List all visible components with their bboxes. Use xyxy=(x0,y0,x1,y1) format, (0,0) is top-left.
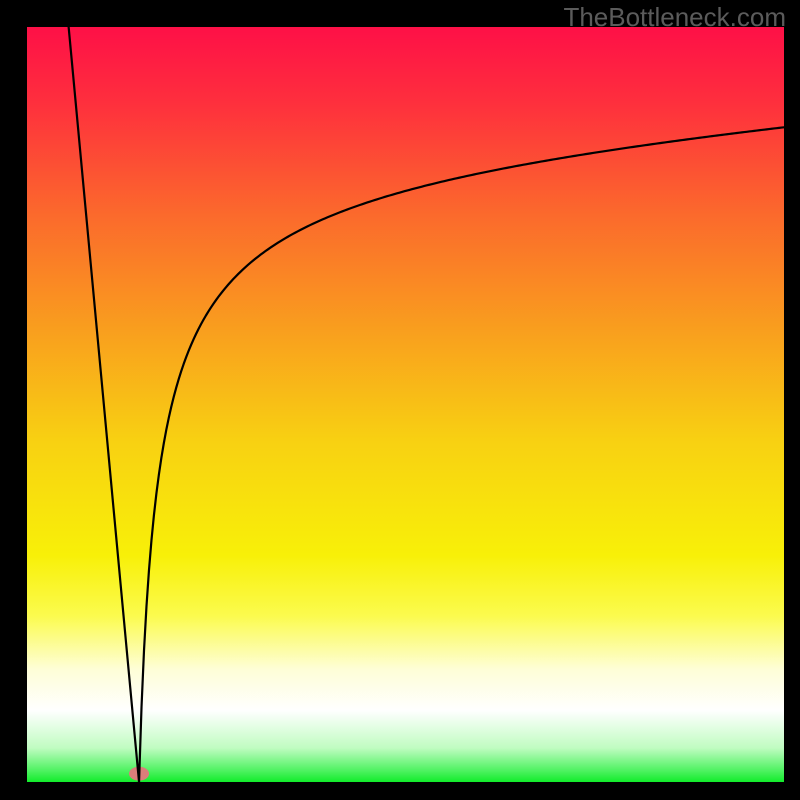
bottleneck-chart xyxy=(0,0,800,800)
watermark-text: TheBottleneck.com xyxy=(563,2,786,33)
chart-container: TheBottleneck.com xyxy=(0,0,800,800)
plot-background-gradient xyxy=(27,27,784,782)
